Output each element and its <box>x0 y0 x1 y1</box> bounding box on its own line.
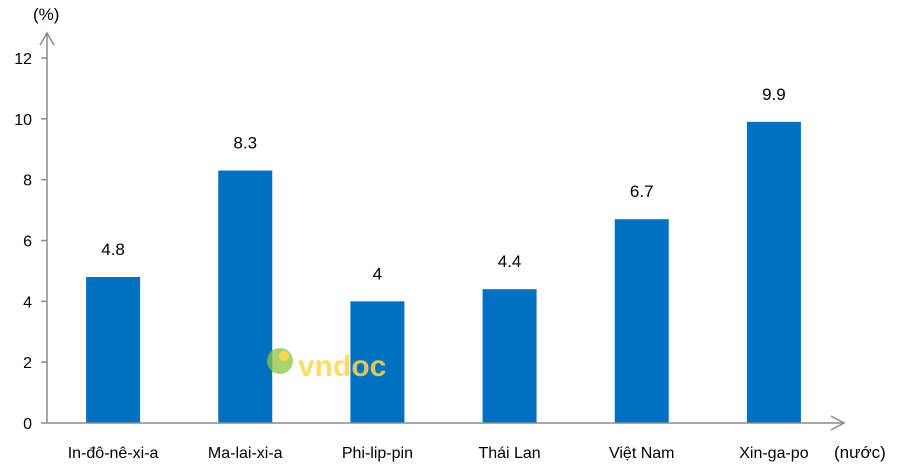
y-axis-arrow <box>39 31 55 46</box>
category-label: Thái Lan <box>478 445 540 462</box>
bar <box>746 121 801 423</box>
data-label: 6.7 <box>630 182 654 201</box>
y-tick-label: 12 <box>14 51 32 68</box>
y-tick-label: 4 <box>23 294 32 311</box>
bar <box>614 219 669 423</box>
watermark-text: vndoc <box>298 350 386 383</box>
y-tick-label: 6 <box>23 234 32 251</box>
data-label: 4.4 <box>498 252 522 271</box>
bar <box>482 289 537 423</box>
category-label: In-đô-nê-xi-a <box>68 445 159 462</box>
category-label: Xin-ga-po <box>739 445 808 462</box>
bar <box>218 170 273 423</box>
data-label: 9.9 <box>762 85 786 104</box>
x-axis-categories: In-đô-nê-xi-a Ma-lai-xi-a Phi-lip-pin Thái … <box>68 445 809 462</box>
y-tick-label: 10 <box>14 112 32 129</box>
data-label: 8.3 <box>233 134 257 153</box>
category-label: Việt Nam <box>609 445 675 462</box>
data-labels: 4.8 8.3 4 4.4 6.7 9.9 <box>101 85 785 283</box>
y-tick-label: 0 <box>23 416 32 433</box>
watermark-logo-icon <box>267 348 293 374</box>
data-label: 4 <box>373 264 382 283</box>
y-axis-ticks: 0 2 4 6 8 10 12 <box>14 51 47 433</box>
category-label: Phi-lip-pin <box>342 445 413 462</box>
y-tick-label: 8 <box>23 173 32 190</box>
x-axis-arrow <box>830 415 846 431</box>
y-axis-unit: (%) <box>33 5 59 24</box>
watermark: vndoc <box>267 348 386 383</box>
bar <box>350 301 405 423</box>
bars <box>86 121 801 423</box>
y-tick-label: 2 <box>23 355 32 372</box>
category-label: Ma-lai-xi-a <box>208 445 283 462</box>
x-axis-unit: (nước) <box>834 443 886 462</box>
data-label: 4.8 <box>101 240 125 259</box>
bar <box>86 277 141 423</box>
